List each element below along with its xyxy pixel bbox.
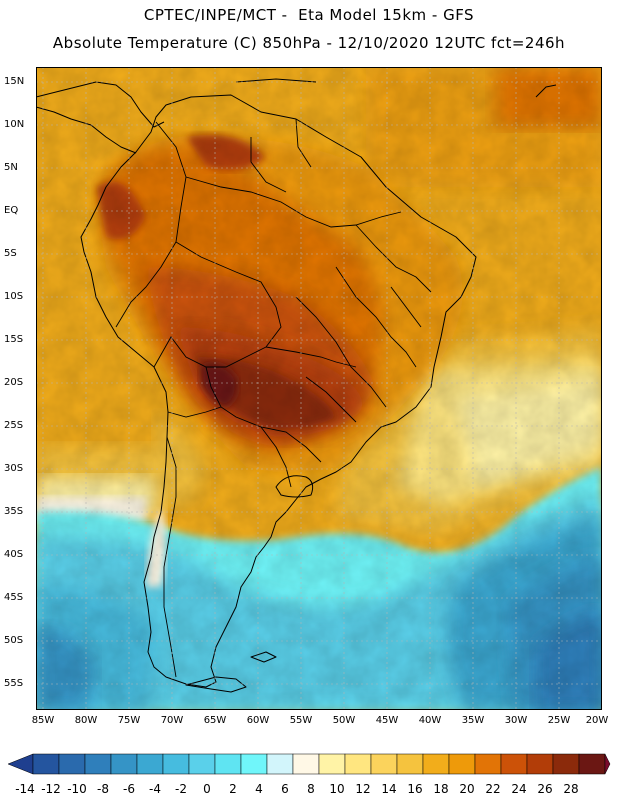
lat-label: 35S [4,506,24,517]
colorbar-cell [58,753,86,775]
colorbar-cell [84,753,112,775]
colorbar-label: 0 [203,782,211,796]
lon-label: 40W [418,715,442,726]
colorbar-cell [448,753,476,775]
colorbar-cell [292,753,320,775]
lat-label: 10N [4,119,25,130]
colorbar-label: 18 [433,782,449,796]
colorbar-label: 10 [329,782,345,796]
lat-label: 5S [4,248,17,259]
lon-label: 20W [585,715,609,726]
lat-label: 40S [4,549,24,560]
colorbar-cell [188,753,216,775]
temperature-map [36,67,602,710]
map-frame [36,67,602,710]
colorbar-cell [422,753,450,775]
colorbar [7,753,611,775]
colorbar-cell [110,753,138,775]
coastlines [36,78,557,693]
lon-label: 45W [375,715,399,726]
colorbar-label: 28 [563,782,579,796]
lon-label: 85W [31,715,55,726]
lon-label: 35W [461,715,485,726]
colorbar-cell [474,753,502,775]
colorbar-label: 26 [537,782,553,796]
colorbar-label: -14 [15,782,35,796]
colorbar-cell [578,753,606,775]
colorbar-label: -12 [41,782,61,796]
colorbar-label: 22 [485,782,501,796]
lon-label: 50W [332,715,356,726]
lat-label: 45S [4,592,24,603]
colorbar-label: 12 [355,782,371,796]
colorbar-label: 14 [381,782,397,796]
colorbar-cells [7,753,611,775]
lat-label: 20S [4,377,24,388]
colorbar-label: -4 [149,782,161,796]
grid-lines [36,67,602,710]
colorbar-label: 8 [307,782,315,796]
map-panel [36,67,602,710]
colorbar-cell [266,753,294,775]
lon-label: 30W [504,715,528,726]
colorbar-label: 6 [281,782,289,796]
colorbar-label: -8 [97,782,109,796]
title-line-1: CPTEC/INPE/MCT - Eta Model 15km - GFS [143,6,475,24]
colorbar-label: 24 [511,782,527,796]
lat-label: 10S [4,291,24,302]
lon-label: 55W [289,715,313,726]
colorbar-label: 4 [255,782,263,796]
lat-label: 5N [4,162,18,173]
colorbar-label: 20 [459,782,475,796]
colorbar-cell [318,753,346,775]
lat-label: 25S [4,420,24,431]
country-borders [115,118,432,678]
colorbar-cell [552,753,580,775]
colorbar-cell [32,753,60,775]
lat-label: 15N [4,76,25,87]
title-line-2: Absolute Temperature (C) 850hPa - 12/10/… [52,34,566,52]
lon-label: 25W [547,715,571,726]
colorbar-cell [526,753,554,775]
lon-label: 75W [117,715,141,726]
colorbar-cell [162,753,190,775]
colorbar-cell [214,753,242,775]
colorbar-label: -6 [123,782,135,796]
colorbar-cell [344,753,372,775]
colorbar-label: -2 [175,782,187,796]
lon-label: 60W [246,715,270,726]
lat-label: 55S [4,678,24,689]
colorbar-cell [396,753,424,775]
colorbar-cell [136,753,164,775]
colorbar-max-triangle [604,753,611,775]
lon-label: 70W [160,715,184,726]
colorbar-label: 2 [229,782,237,796]
lat-label: 50S [4,635,24,646]
colorbar-cell [240,753,268,775]
lon-label: 65W [203,715,227,726]
colorbar-min-triangle [7,753,34,775]
colorbar-label: 16 [407,782,423,796]
lat-label: 15S [4,334,24,345]
colorbar-label: -10 [67,782,87,796]
colorbar-cell [370,753,398,775]
lon-label: 80W [74,715,98,726]
lat-label: 30S [4,463,24,474]
colorbar-cell [500,753,528,775]
temperature-field [36,67,602,710]
lat-label: EQ [4,205,19,216]
